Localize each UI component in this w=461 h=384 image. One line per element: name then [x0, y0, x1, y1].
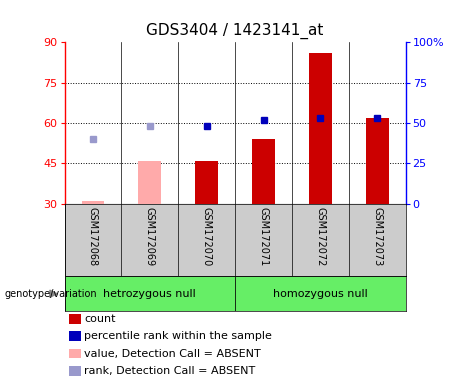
Text: hetrozygous null: hetrozygous null — [103, 289, 196, 299]
Bar — [366, 118, 389, 204]
Text: GSM172071: GSM172071 — [259, 207, 269, 266]
Text: GSM172073: GSM172073 — [372, 207, 382, 266]
Text: rank, Detection Call = ABSENT: rank, Detection Call = ABSENT — [84, 366, 255, 376]
Text: value, Detection Call = ABSENT: value, Detection Call = ABSENT — [84, 349, 260, 359]
Bar — [235, 276, 406, 311]
Bar — [195, 161, 218, 204]
Text: percentile rank within the sample: percentile rank within the sample — [84, 331, 272, 341]
Bar — [252, 139, 275, 204]
Text: GSM172068: GSM172068 — [88, 207, 98, 266]
Text: GSM172070: GSM172070 — [201, 207, 212, 266]
Text: GSM172069: GSM172069 — [145, 207, 155, 266]
Bar — [138, 161, 161, 204]
Bar — [65, 276, 235, 311]
Text: homozygous null: homozygous null — [273, 289, 368, 299]
Bar — [82, 201, 104, 204]
Text: count: count — [84, 314, 115, 324]
Text: GSM172072: GSM172072 — [315, 207, 325, 266]
Bar — [309, 53, 332, 204]
Title: GDS3404 / 1423141_at: GDS3404 / 1423141_at — [147, 23, 324, 40]
Text: genotype/variation: genotype/variation — [5, 289, 97, 299]
